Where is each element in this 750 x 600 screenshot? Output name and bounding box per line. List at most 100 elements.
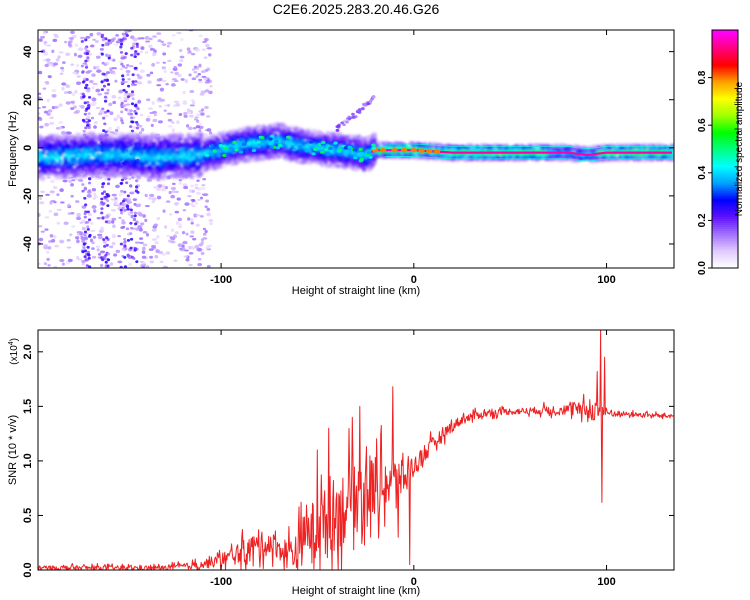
colorbar-band xyxy=(712,111,738,114)
colorbar-band xyxy=(712,149,738,152)
colorbar-band xyxy=(712,57,738,61)
colorbar-band xyxy=(712,226,738,229)
colorbar-band xyxy=(712,214,738,218)
colorbar-band xyxy=(712,234,738,237)
spectrogram-x-ticks: -100 0 100 xyxy=(210,30,616,286)
snr-y-tick-label: 2.0 xyxy=(22,344,34,359)
colorbar-band xyxy=(712,79,738,83)
spectrogram-envelope-line xyxy=(384,155,674,162)
colorbar-band xyxy=(712,170,738,174)
colorbar-band xyxy=(712,99,738,102)
spectrogram-turbulent-blobs xyxy=(205,134,376,163)
colorbar-label: Normalized spectral amplitude xyxy=(734,81,745,216)
colorbar-band xyxy=(712,37,738,41)
colorbar-band xyxy=(712,73,738,77)
colorbar-band xyxy=(712,131,738,134)
colorbar-band xyxy=(712,154,738,158)
colorbar-band xyxy=(712,43,738,47)
colorbar-band xyxy=(712,224,738,227)
snr-x-tick-label: -100 xyxy=(210,576,232,588)
snr-scale-label: (x10 xyxy=(9,345,20,365)
colorbar-band xyxy=(712,262,738,265)
colorbar-band xyxy=(712,200,738,204)
colorbar-band xyxy=(712,71,738,75)
colorbar-band xyxy=(712,31,738,35)
snr-plot-area xyxy=(38,330,674,570)
colorbar-band xyxy=(712,97,738,101)
colorbar-band xyxy=(712,51,738,55)
colorbar-band xyxy=(712,109,738,112)
colorbar-band xyxy=(712,39,738,43)
spectrogram-x-axis-label: Height of straight line (km) xyxy=(292,285,420,297)
colorbar-band xyxy=(712,135,738,138)
colorbar-band xyxy=(712,47,738,51)
colorbar-band xyxy=(712,256,738,259)
colorbar-band xyxy=(712,174,738,178)
colorbar-band xyxy=(712,198,738,202)
spectrogram-y-tick-label: -40 xyxy=(22,236,34,252)
colorbar-band xyxy=(712,81,738,85)
colorbar-band xyxy=(712,55,738,59)
spectrogram-y-axis-label: Frequency (Hz) xyxy=(7,111,19,187)
snr-y-tick-label: 1.0 xyxy=(22,453,34,468)
colorbar-band xyxy=(712,125,738,128)
spectrogram-x-tick-label: 100 xyxy=(597,274,615,286)
spectrogram-y-tick-label: -20 xyxy=(22,188,34,204)
colorbar-band xyxy=(712,83,738,87)
spectrogram-y-tick-label: 20 xyxy=(22,94,34,106)
spectrogram-y-tick-label: 40 xyxy=(22,46,34,58)
snr-y-ticks: 0.0 0.5 1.0 1.5 2.0 xyxy=(22,344,674,578)
colorbar-band xyxy=(712,95,738,99)
colorbar-band xyxy=(712,113,738,116)
colorbar-band xyxy=(712,30,738,33)
colorbar-gradient xyxy=(712,30,738,269)
spectrogram-y-ticks: -40 -20 0 20 40 xyxy=(22,46,674,252)
colorbar-band xyxy=(712,232,738,235)
colorbar-band xyxy=(712,87,738,91)
colorbar-band xyxy=(712,204,738,208)
snr-y-tick-label: 0.5 xyxy=(22,508,34,523)
colorbar-band xyxy=(712,69,738,73)
snr-frame xyxy=(37,329,675,571)
colorbar-band xyxy=(712,260,738,263)
colorbar-band xyxy=(712,63,738,67)
colorbar-band xyxy=(712,252,738,255)
colorbar-band xyxy=(712,212,738,216)
colorbar-band xyxy=(712,53,738,57)
snr-series-line xyxy=(38,330,674,570)
colorbar-band xyxy=(712,141,738,144)
colorbar-band xyxy=(712,85,738,89)
colorbar-band xyxy=(712,129,738,132)
colorbar-band xyxy=(712,218,738,221)
spectrogram-x-tick-label: -100 xyxy=(210,274,232,286)
colorbar-band xyxy=(712,208,738,212)
colorbar-band xyxy=(712,210,738,214)
colorbar-band xyxy=(712,45,738,49)
colorbar-band xyxy=(712,121,738,124)
colorbar-band xyxy=(712,242,738,245)
colorbar-band xyxy=(712,160,738,164)
colorbar-band xyxy=(712,145,738,148)
colorbar-band xyxy=(712,119,738,122)
colorbar-band xyxy=(712,137,738,140)
colorbar-band xyxy=(712,77,738,81)
colorbar-tick-label: 0.8 xyxy=(697,70,708,84)
colorbar-band xyxy=(712,220,738,223)
colorbar-tick-label: 0.6 xyxy=(697,118,708,132)
colorbar-band xyxy=(712,33,738,37)
colorbar-tick-label: 0.4 xyxy=(697,165,708,179)
colorbar-band xyxy=(712,216,738,220)
colorbar-band xyxy=(712,250,738,253)
snr-y-tick-label: 0.0 xyxy=(22,562,34,577)
chart-title: C2E6.2025.283.20.46.G26 xyxy=(273,1,440,17)
colorbar-band xyxy=(712,158,738,162)
colorbar-band xyxy=(712,258,738,261)
colorbar-band xyxy=(712,59,738,63)
colorbar-band xyxy=(712,246,738,249)
snr-panel: -100 0 100 0.0 0.5 1.0 1.5 2.0 Height of strai… xyxy=(7,329,675,597)
colorbar-band xyxy=(712,264,738,267)
colorbar-band xyxy=(712,190,738,194)
colorbar-band xyxy=(712,49,738,53)
snr-scale-exponent: 4 xyxy=(8,341,15,345)
